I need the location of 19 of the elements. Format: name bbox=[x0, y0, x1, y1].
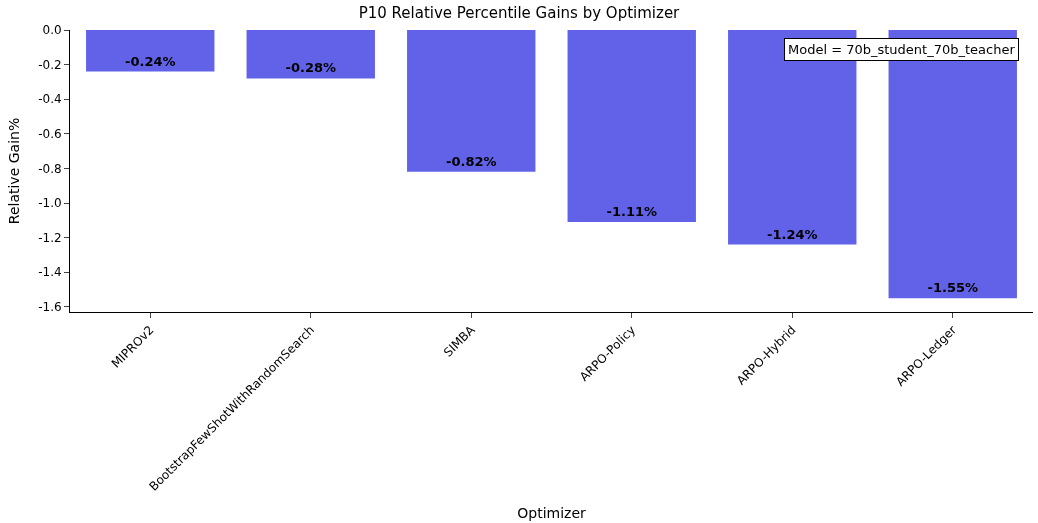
data-label: -0.24% bbox=[125, 53, 176, 69]
data-label: -0.28% bbox=[285, 60, 336, 76]
annotation: Model = 70b_student_70b_teacher bbox=[788, 42, 1016, 57]
data-label: -1.11% bbox=[606, 204, 657, 220]
y-axis-title: Relative Gain% bbox=[5, 117, 22, 225]
y-tick-label: -1.6 bbox=[38, 300, 62, 315]
x-axis-title: Optimizer bbox=[517, 504, 587, 521]
y-tick-label: -0.4 bbox=[38, 92, 62, 107]
y-tick-label: -0.2 bbox=[38, 57, 62, 72]
y-tick-label: -0.8 bbox=[38, 161, 62, 176]
chart-title: P10 Relative Percentile Gains by Optimizer bbox=[358, 4, 681, 23]
y-tick-label: 0.0 bbox=[42, 23, 62, 38]
data-label: -0.82% bbox=[446, 153, 497, 169]
data-label: -1.55% bbox=[927, 280, 978, 296]
y-tick-label: -1.4 bbox=[38, 265, 62, 280]
y-tick-label: -1.0 bbox=[38, 196, 62, 211]
y-tick-label: -1.2 bbox=[38, 230, 62, 245]
data-label: -1.24% bbox=[767, 226, 818, 242]
y-tick-label: -0.6 bbox=[38, 127, 62, 141]
